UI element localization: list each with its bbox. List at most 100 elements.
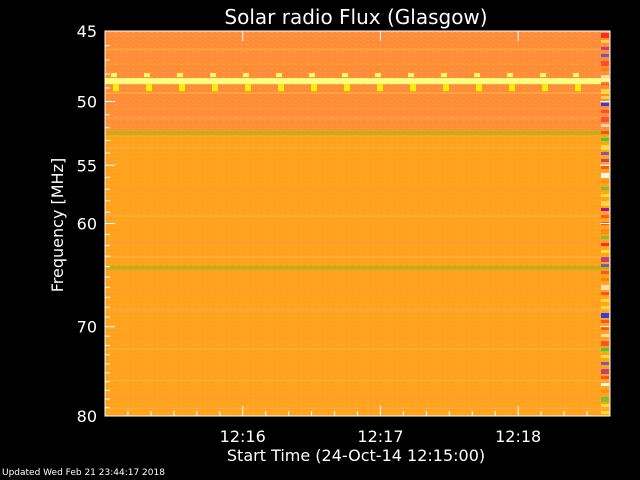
burst-mark — [377, 84, 383, 92]
burst-mark — [575, 84, 581, 92]
burst-mark — [144, 73, 150, 78]
edge-strip-cell — [601, 348, 609, 351]
burst-mark — [311, 84, 317, 92]
burst-mark — [245, 84, 251, 92]
burst-mark — [179, 84, 185, 92]
y-axis: 45 50 55 60 70 80 — [77, 22, 610, 426]
edge-strip-cell — [601, 306, 609, 309]
burst-mark — [375, 73, 381, 78]
burst-mark — [443, 84, 449, 92]
edge-strip-cell — [601, 404, 609, 407]
burst-mark — [177, 73, 183, 78]
edge-strip-cell — [601, 145, 609, 150]
edge-strip-cell — [601, 124, 609, 127]
edge-strip-cell — [601, 334, 609, 337]
edge-strip-cell — [601, 320, 609, 323]
edge-strip-cell — [601, 33, 609, 38]
green-band — [105, 265, 610, 270]
burst-mark — [542, 84, 548, 92]
edge-strip-cell — [601, 75, 609, 78]
x-tick-label: 12:16 — [220, 427, 266, 446]
edge-strip-cell — [601, 215, 609, 218]
heatmap-area — [104, 30, 611, 417]
updated-timestamp: Updated Wed Feb 21 23:44:17 2018 — [2, 468, 165, 478]
edge-strip-cell — [601, 271, 609, 274]
edge-strip-cell — [601, 341, 609, 346]
edge-strip-cell — [601, 292, 609, 295]
edge-strip-cell — [601, 208, 609, 211]
y-tick-label: 50 — [77, 93, 97, 112]
edge-strip-cell — [601, 180, 609, 183]
edge-strip-cell — [601, 40, 609, 43]
burst-mark — [342, 73, 348, 78]
burst-mark — [113, 84, 119, 92]
edge-strip-cell — [601, 285, 609, 290]
burst-mark — [474, 73, 480, 78]
burst-mark — [309, 73, 315, 78]
burst-mark — [146, 84, 152, 92]
burst-mark — [111, 73, 117, 78]
edge-strip-cell — [601, 138, 609, 141]
bright-line — [105, 78, 610, 85]
edge-strip-cell — [601, 264, 609, 267]
edge-strip-cell — [601, 299, 609, 302]
noise-texture — [105, 31, 610, 416]
edge-strip-cell — [601, 96, 609, 99]
burst-mark — [507, 73, 513, 78]
edge-strip-cell — [601, 187, 609, 190]
green-band — [105, 130, 610, 135]
x-tick-label: 12:17 — [357, 427, 403, 446]
edge-strip-cell — [601, 369, 609, 374]
edge-strip-cell — [601, 383, 609, 386]
burst-mark — [210, 73, 216, 78]
edge-strip-cell — [601, 166, 609, 169]
edge-strip-cell — [601, 411, 609, 414]
edge-strip-cell — [601, 54, 609, 57]
burst-mark — [441, 73, 447, 78]
edge-strip-cell — [601, 376, 609, 379]
edge-strip-cell — [601, 82, 609, 85]
edge-strip-cell — [601, 61, 609, 66]
burst-mark — [276, 73, 282, 78]
burst-mark — [573, 73, 579, 78]
edge-strip-cell — [601, 257, 609, 262]
edge-strip-cell — [601, 131, 609, 134]
edge-strip-cell — [601, 362, 609, 365]
x-axis: 12:16 12:17 12:18 — [127, 31, 588, 446]
edge-strip-cell — [601, 103, 609, 106]
edge-strip-cell — [601, 390, 609, 393]
x-axis-label: Start Time (24-Oct-14 12:15:00) — [227, 446, 485, 465]
edge-strip-cell — [601, 236, 609, 239]
burst-mark — [476, 84, 482, 92]
y-tick-label: 80 — [77, 407, 97, 426]
y-tick-label: 60 — [77, 215, 97, 234]
burst-mark — [344, 84, 350, 92]
edge-strip-cell — [601, 68, 609, 71]
burst-mark — [540, 73, 546, 78]
x-tick-label: 12:18 — [495, 427, 541, 446]
chart-title: Solar radio Flux (Glasgow) — [224, 5, 487, 29]
burst-mark — [408, 73, 414, 78]
edge-strip-cell — [601, 47, 609, 50]
edge-strip-cell — [601, 397, 609, 402]
edge-strip-cell — [601, 173, 609, 178]
burst-mark — [410, 84, 416, 92]
burst-mark — [278, 84, 284, 92]
burst-mark — [212, 84, 218, 92]
edge-strip-cell — [601, 243, 609, 246]
edge-strip-cell — [601, 159, 609, 162]
edge-strip-cell — [601, 194, 609, 197]
edge-strip-cell — [601, 327, 609, 330]
y-tick-label: 55 — [77, 156, 97, 175]
y-tick-label: 70 — [77, 318, 97, 337]
edge-strip-cell — [601, 110, 609, 113]
edge-strip-cell — [601, 229, 609, 234]
y-axis-label: Frequency [MHz] — [48, 158, 67, 292]
edge-strip-cell — [601, 89, 609, 94]
edge-strip-cell — [601, 152, 609, 155]
edge-strip-cell — [601, 117, 609, 122]
burst-mark — [243, 73, 249, 78]
edge-strip-cell — [601, 355, 609, 358]
y-tick-label: 45 — [77, 22, 97, 41]
